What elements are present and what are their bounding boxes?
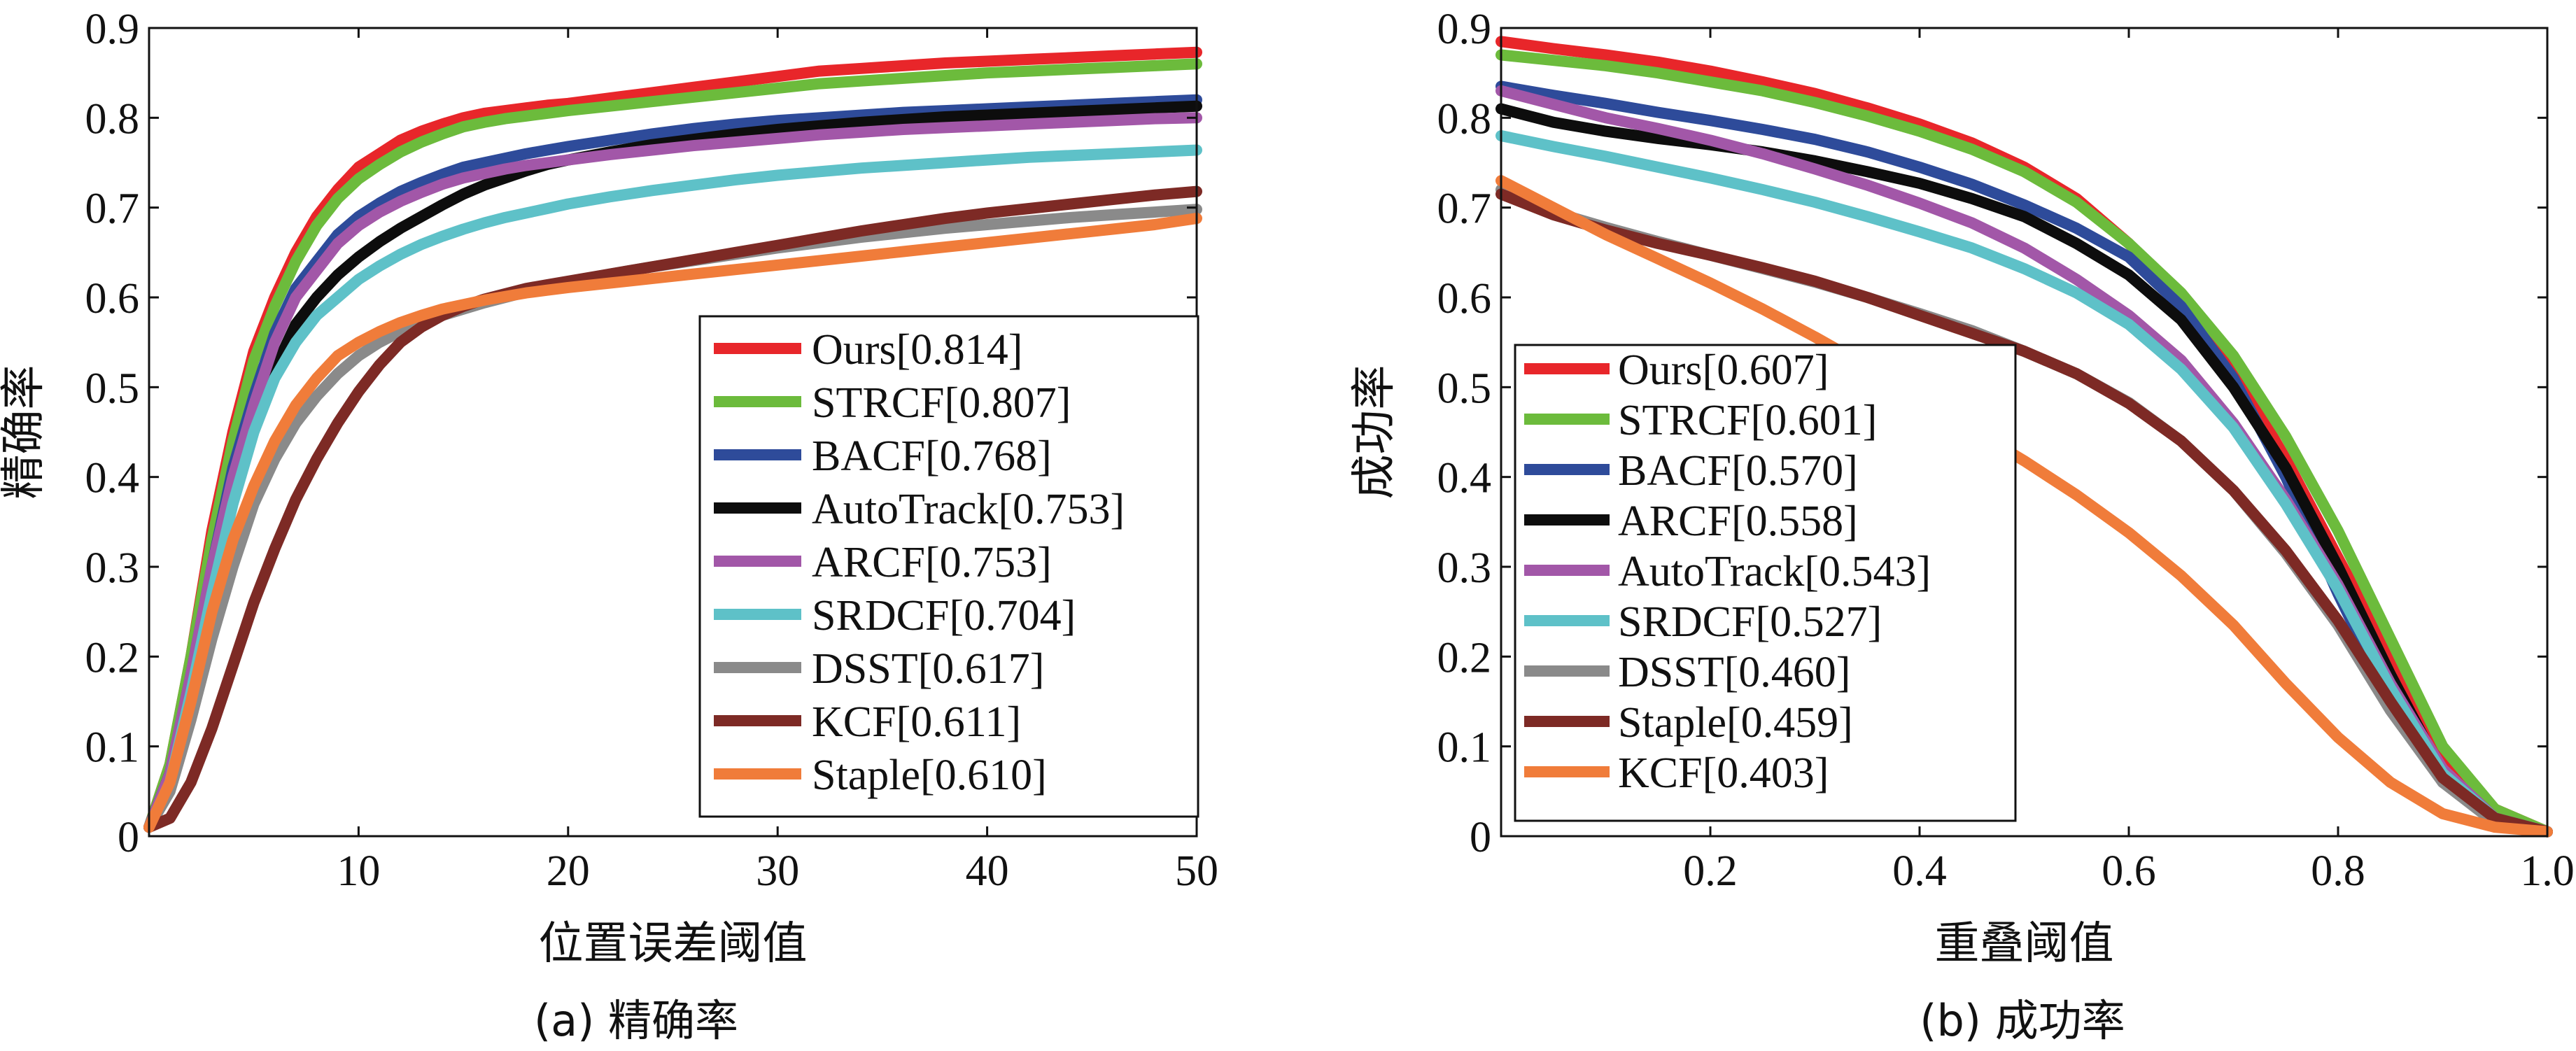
y-tick-label: 0.6 xyxy=(1437,275,1492,323)
legend-label: AutoTrack[0.753] xyxy=(812,486,1125,533)
legend-label: SRDCF[0.704] xyxy=(812,592,1076,640)
legend-label: Staple[0.610] xyxy=(812,752,1047,799)
y-tick-label: 0.4 xyxy=(1437,455,1492,502)
series-line-3 xyxy=(1495,103,2553,838)
x-tick-label: 40 xyxy=(966,847,1009,895)
series-line-8 xyxy=(143,213,1202,833)
y-tick-label: 0.2 xyxy=(1437,634,1492,682)
y-tick-label: 0.3 xyxy=(85,544,140,592)
y-tick-label: 0.7 xyxy=(1437,185,1492,233)
y-tick-label: 0.8 xyxy=(85,95,140,143)
x-axis-label: 位置误差阈值 xyxy=(539,918,808,970)
legend-label: STRCF[0.807] xyxy=(812,379,1071,427)
plot-frame xyxy=(1500,27,2549,838)
legend-label: ARCF[0.753] xyxy=(812,539,1052,586)
x-tick-label: 0.4 xyxy=(1892,847,1947,895)
x-tick-label: 0.2 xyxy=(1683,847,1738,895)
y-tick-label: 0.5 xyxy=(1437,365,1492,412)
legend-label: Ours[0.814] xyxy=(812,326,1022,374)
legend-label: DSST[0.460] xyxy=(1618,649,1850,696)
legend: Ours[0.607]STRCF[0.601]BACF[0.570]ARCF[0… xyxy=(1514,344,2017,822)
legend: Ours[0.814] STRCF[0.807] BACF[0.768] AutoTr… xyxy=(698,315,1199,818)
success-plot-panel: 0 0.1 0.2 0.3 0.4 0.5 0.6 0.7 0.8 0.9 0.2 0.4 0.6 0.8… xyxy=(1349,6,2575,1046)
legend-label: SRDCF[0.527] xyxy=(1618,598,1882,646)
series-line-1 xyxy=(1495,49,2553,838)
y-tick-label: 0 xyxy=(118,814,139,861)
series-line-7 xyxy=(1495,188,2553,838)
y-tick-label: 0.8 xyxy=(1437,95,1492,143)
series-line-8 xyxy=(1495,175,2553,838)
series-line-5 xyxy=(1495,130,2553,838)
y-axis-label: 成功率 xyxy=(1349,365,1400,500)
y-tick-label: 0.3 xyxy=(1437,544,1492,592)
y-tick-label: 0.4 xyxy=(85,455,140,502)
series-line-4 xyxy=(143,112,1202,833)
y-tick-label: 0.2 xyxy=(85,634,140,682)
y-axis-label: 精确率 xyxy=(0,365,50,500)
legend-label: ARCF[0.558] xyxy=(1618,498,1858,545)
y-tick-label: 0.5 xyxy=(85,365,140,412)
x-tick-label: 50 xyxy=(1175,847,1218,895)
series-line-5 xyxy=(143,144,1202,833)
y-tick-label: 0.1 xyxy=(1437,724,1492,772)
legend-label: KCF[0.403] xyxy=(1618,749,1829,797)
y-tick-label: 0.7 xyxy=(85,185,140,233)
y-tick-label: 0.9 xyxy=(85,6,140,53)
y-tick-label: 0.6 xyxy=(85,275,140,323)
legend-label: BACF[0.570] xyxy=(1618,447,1858,495)
x-tick-label: 20 xyxy=(547,847,590,895)
x-tick-label: 10 xyxy=(337,847,380,895)
legend-label: BACF[0.768] xyxy=(812,432,1052,480)
legend-label: STRCF[0.601] xyxy=(1618,397,1877,444)
legend-label: DSST[0.617] xyxy=(812,645,1044,693)
series-line-1 xyxy=(143,58,1202,833)
x-tick-label: 0.8 xyxy=(2311,847,2365,895)
legend-label: KCF[0.611] xyxy=(812,698,1021,746)
legend-label: AutoTrack[0.543] xyxy=(1618,548,1931,595)
legend-label: Ours[0.607] xyxy=(1618,346,1829,394)
x-tick-label: 30 xyxy=(756,847,799,895)
y-tick-label: 0 xyxy=(1470,814,1491,861)
panel-caption: (b) 成功率 xyxy=(1920,995,2125,1046)
panel-caption: (a) 精确率 xyxy=(534,995,738,1046)
y-tick-label: 0.1 xyxy=(85,724,140,772)
x-tick-label: 1.0 xyxy=(2520,847,2575,895)
x-axis-label: 重叠阈值 xyxy=(1935,918,2114,970)
precision-plot-panel: 0 0.1 0.2 0.3 0.4 0.5 0.6 0.7 0.8 0.9 10 20 30 40 50 位置… xyxy=(0,6,1218,1046)
y-tick-label: 0.9 xyxy=(1437,6,1492,53)
legend-label: Staple[0.459] xyxy=(1618,699,1853,747)
x-tick-label: 0.6 xyxy=(2102,847,2156,895)
